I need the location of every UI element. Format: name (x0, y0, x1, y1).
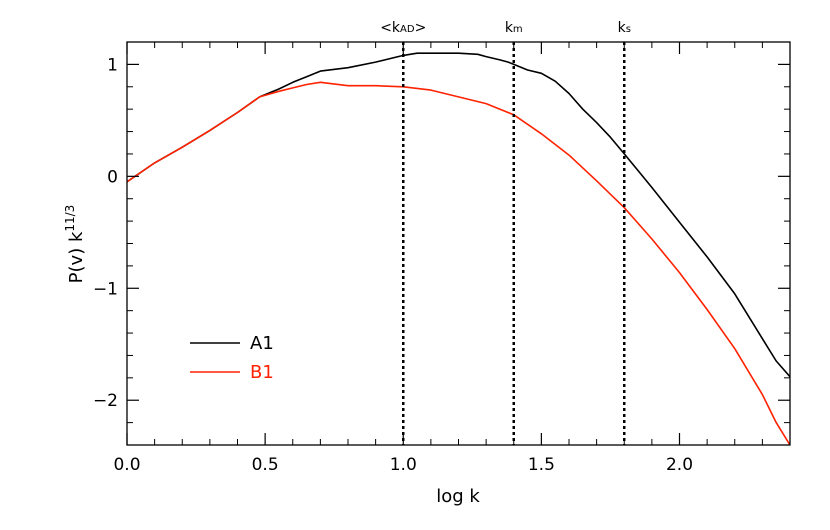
x-tick-label: 0.0 (113, 455, 140, 475)
y-axis-title: P(v) k11/3 (63, 205, 87, 284)
y-axis-title-exponent: 11/3 (63, 205, 77, 232)
vertical-marker-label-2: ks (618, 20, 631, 36)
svg-text:P(v) k11/3: P(v) k11/3 (63, 205, 87, 284)
vertical-marker-label-0: <kAD> (380, 20, 426, 36)
x-tick-label: 2.0 (666, 455, 693, 475)
y-tick-label: 0 (107, 167, 118, 187)
legend: A1 B1 (190, 333, 274, 383)
legend-label-a1: A1 (250, 333, 274, 354)
vertical-marker-label-1: km (505, 20, 523, 36)
series-line-a1 (127, 52, 790, 378)
x-axis-title: log k (436, 486, 480, 507)
x-tick-label: 0.5 (252, 455, 279, 475)
x-tick-label: 1.5 (528, 455, 555, 475)
y-tick-label: −2 (93, 391, 118, 411)
y-axis-title-main: P(v) k (66, 231, 87, 283)
x-tick-label: 1.0 (390, 455, 417, 475)
legend-label-b1: B1 (250, 362, 274, 383)
y-tick-label: −1 (93, 279, 118, 299)
y-tick-label: 1 (107, 55, 118, 75)
plot-frame (126, 41, 791, 446)
series-line-b1 (127, 81, 790, 445)
